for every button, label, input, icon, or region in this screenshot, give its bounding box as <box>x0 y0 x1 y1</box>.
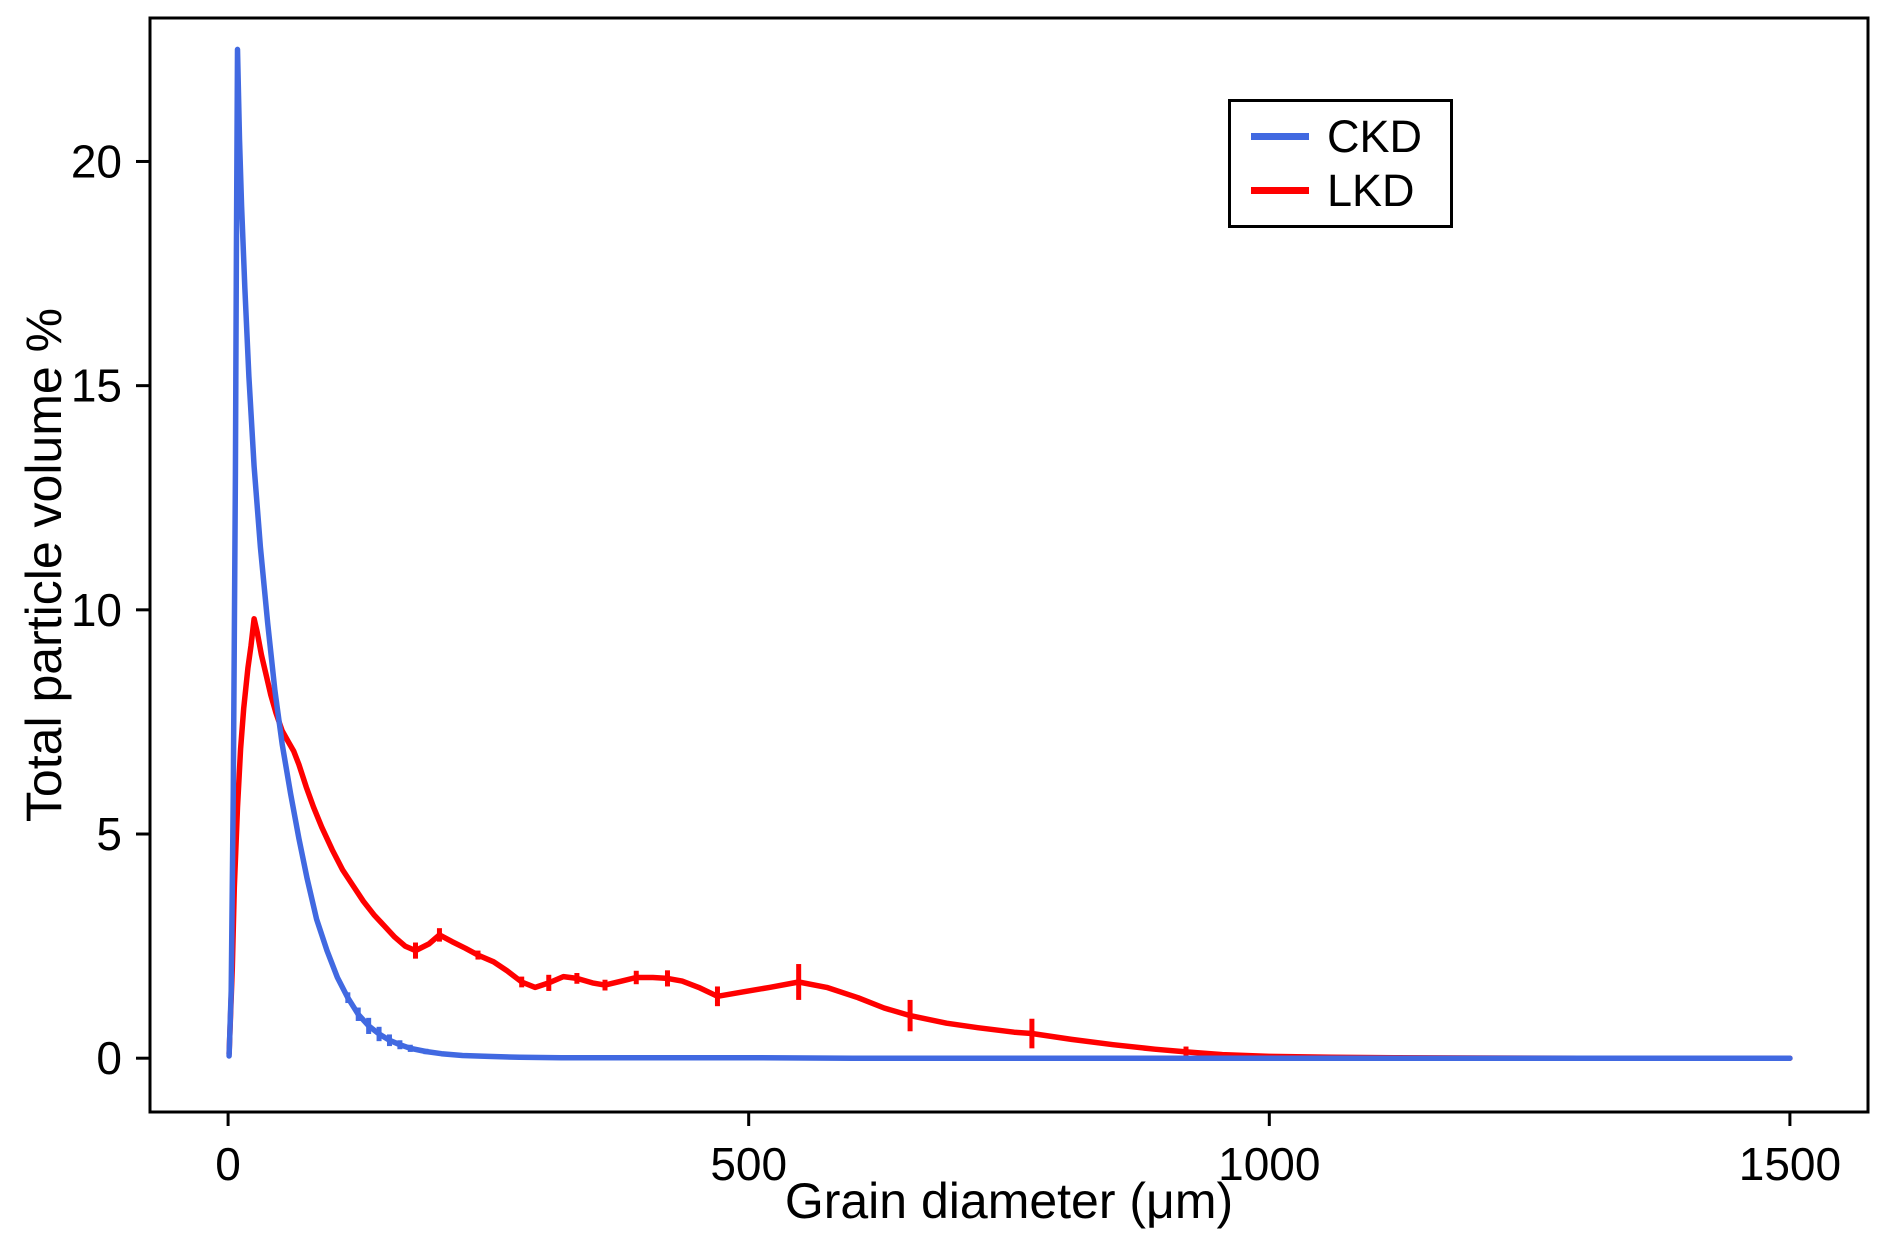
legend-item-ckd: CKD <box>1251 112 1422 162</box>
x-tick-label: 1000 <box>1218 1138 1320 1190</box>
lkd-series-line <box>226 616 1793 1061</box>
legend-label-ckd: CKD <box>1327 111 1423 162</box>
y-tick-label: 20 <box>71 135 122 187</box>
legend: CKD LKD <box>1228 99 1454 228</box>
x-tick-label: 0 <box>215 1138 241 1190</box>
y-tick-label: 10 <box>71 584 122 636</box>
ckd-series-line <box>226 46 1793 1061</box>
legend-item-lkd: LKD <box>1251 164 1422 216</box>
y-tick-label: 0 <box>96 1032 122 1084</box>
legend-label-lkd: LKD <box>1327 164 1415 216</box>
panel-border <box>148 16 1870 1114</box>
ckd-line-swatch <box>1251 133 1309 141</box>
y-tick-label: 5 <box>96 808 122 860</box>
x-tick-label: 1500 <box>1739 1138 1841 1190</box>
y-tick-label: 15 <box>71 360 122 412</box>
y-axis-title: Total particle volume % <box>16 307 72 823</box>
lkd-line-swatch <box>1251 186 1309 194</box>
x-tick-label: 500 <box>710 1138 787 1190</box>
x-axis-title: Grain diameter (μm) <box>784 1173 1234 1229</box>
